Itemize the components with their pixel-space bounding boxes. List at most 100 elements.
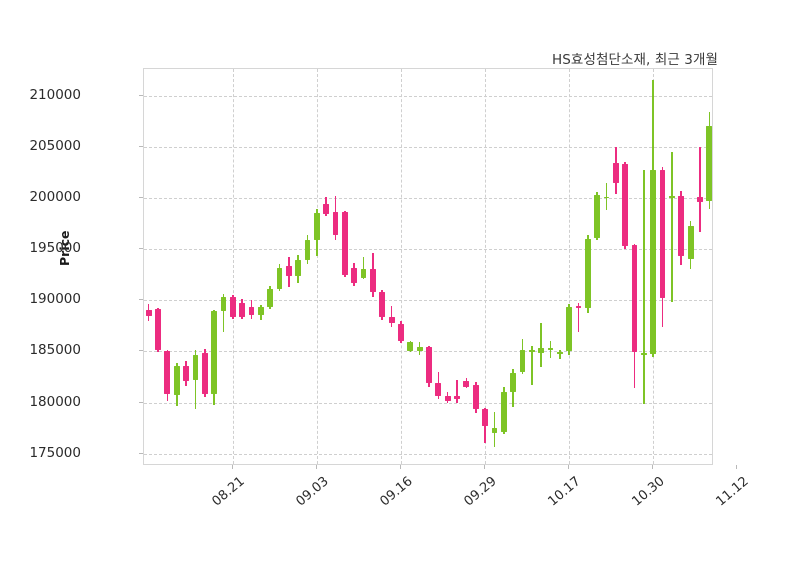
candlestick-wick <box>577 303 580 332</box>
candlestick-body <box>416 347 423 352</box>
candlestick-body <box>528 350 535 353</box>
candlestick-body <box>360 268 367 278</box>
candlestick-body <box>547 348 554 350</box>
candlestick-body <box>612 163 619 183</box>
candlestick-wick <box>699 146 701 232</box>
x-tick-mark <box>484 465 486 469</box>
gridline-vertical <box>232 69 234 464</box>
candlestick-body <box>556 352 563 355</box>
candlestick-body <box>575 306 582 308</box>
candlestick-body <box>285 266 292 276</box>
candlestick-body <box>332 212 339 235</box>
y-tick-mark <box>139 145 143 147</box>
candlestick-body <box>304 239 311 261</box>
plot-area <box>143 68 713 465</box>
candlestick-body <box>566 307 573 352</box>
candlestick-wick <box>530 346 533 386</box>
candlestick-body <box>164 351 171 395</box>
candlestick-body <box>659 170 666 299</box>
candlestick-body <box>398 323 404 342</box>
gridline-horizontal <box>144 453 712 455</box>
candlestick-body <box>426 347 432 384</box>
y-tick-label: 200000 <box>29 188 81 205</box>
plot-inner <box>144 69 712 464</box>
candlestick-body <box>603 196 610 199</box>
candlestick-wick <box>540 322 542 367</box>
gridline-vertical <box>569 69 571 464</box>
candlestick-body <box>463 381 470 388</box>
candlestick-body <box>631 244 638 353</box>
y-tick-label: 180000 <box>29 393 81 410</box>
candlestick-body <box>482 408 488 427</box>
candlestick-body <box>491 428 498 434</box>
y-tick-label: 205000 <box>29 137 81 154</box>
candlestick-body <box>650 170 657 355</box>
candlestick-body <box>239 303 245 317</box>
y-tick-label: 175000 <box>29 444 81 461</box>
y-tick-mark <box>139 196 143 198</box>
candlestick-body <box>183 365 189 382</box>
x-tick-mark <box>399 465 401 469</box>
y-tick-mark <box>139 350 143 352</box>
y-tick-mark <box>139 299 143 301</box>
candlestick-body <box>594 194 601 238</box>
candlestick-body <box>155 309 161 351</box>
candlestick-body <box>192 355 199 381</box>
candlestick-body <box>641 353 647 356</box>
candlestick-body <box>323 204 330 215</box>
candlestick-wick <box>605 182 608 211</box>
gridline-vertical <box>316 69 318 464</box>
candlestick-body <box>538 348 545 354</box>
candlestick-body <box>519 350 526 372</box>
y-tick-label: 210000 <box>29 86 81 103</box>
gridline-horizontal <box>144 402 712 404</box>
candlestick-body <box>201 353 208 395</box>
gridline-horizontal <box>144 197 712 199</box>
candlestick-body <box>622 164 629 246</box>
y-tick-label: 190000 <box>29 291 81 308</box>
candlestick-body <box>220 297 227 312</box>
gridline-horizontal <box>144 146 712 148</box>
x-tick-label: 11.12 <box>713 474 753 510</box>
candlestick-body <box>687 225 694 260</box>
chart-title: HS효성첨단소재, 최근 3개월 <box>552 52 718 68</box>
x-tick-mark <box>652 465 654 469</box>
y-tick-label: 195000 <box>29 240 81 257</box>
candlestick-wick <box>390 306 393 327</box>
candlestick-body <box>584 238 591 309</box>
candlestick-body <box>678 195 685 257</box>
y-tick-mark <box>139 401 143 403</box>
candlestick-body <box>248 307 255 315</box>
candlestick-body <box>173 365 180 396</box>
x-tick-mark <box>315 465 317 469</box>
candlestick-wick <box>559 350 561 359</box>
candlestick-body <box>342 212 348 275</box>
candlestick-body <box>370 268 376 293</box>
candlestick-body <box>257 307 264 315</box>
gridline-horizontal <box>144 300 712 302</box>
candlestick-body <box>388 316 395 323</box>
gridline-vertical <box>400 69 402 464</box>
gridline-horizontal <box>144 95 712 97</box>
candlestick-body <box>407 342 414 352</box>
x-tick-mark <box>736 465 738 469</box>
x-tick-mark <box>568 465 570 469</box>
candlestick-body <box>145 310 152 316</box>
candlestick-body <box>454 396 460 400</box>
candlestick-wick <box>671 151 673 303</box>
candlestick-wick <box>643 170 645 404</box>
gridline-vertical <box>485 69 487 464</box>
candlestick-body <box>706 126 712 201</box>
y-tick-mark <box>139 94 143 96</box>
candlestick-body <box>510 372 516 393</box>
y-tick-mark <box>139 248 143 250</box>
candlestick-body <box>295 260 302 276</box>
y-tick-mark <box>139 452 143 454</box>
candlestick-body <box>313 213 320 240</box>
candlestick-wick <box>362 257 365 279</box>
candlestick-body <box>472 385 479 409</box>
candlestick-wick <box>222 294 225 332</box>
candlestick-body <box>500 392 507 433</box>
candlestick-body <box>379 292 386 317</box>
